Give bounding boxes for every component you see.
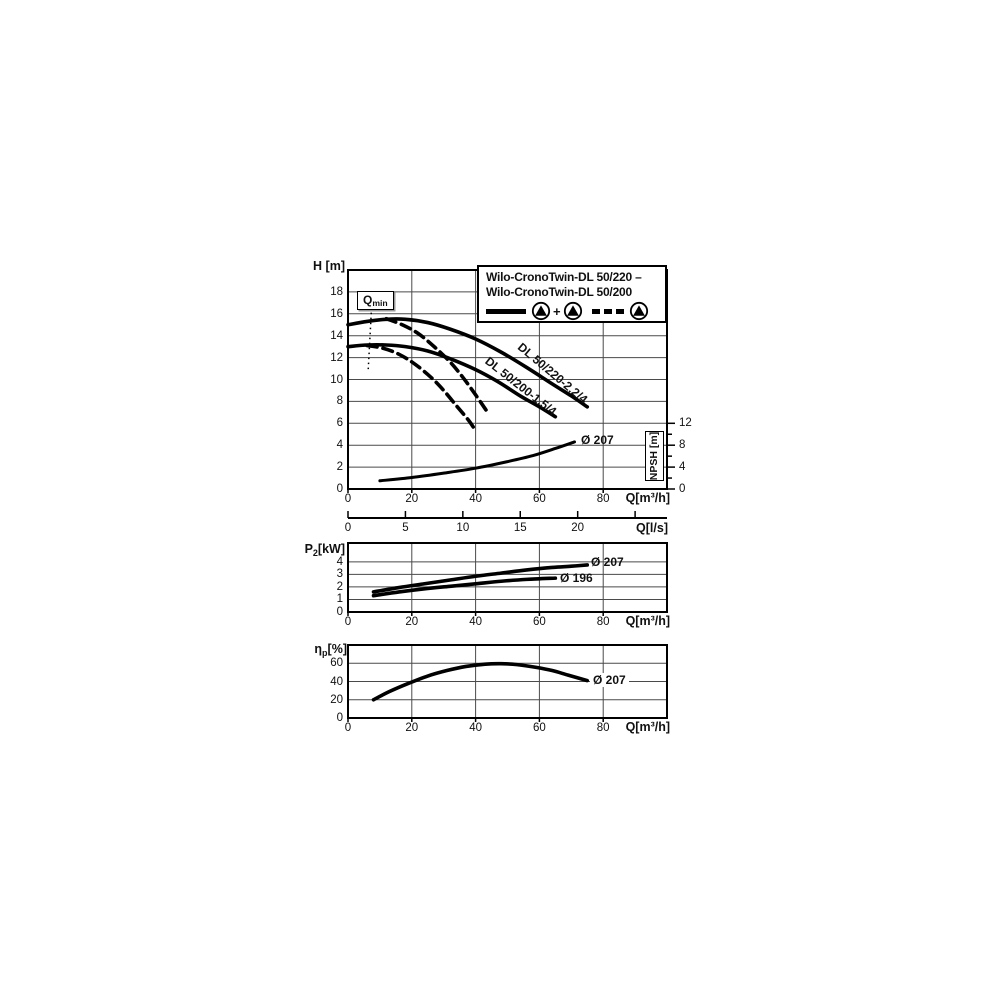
legend-row: + <box>486 301 658 321</box>
curve-DL-50/200-single-pump <box>365 343 478 433</box>
y-tick-label: 12 <box>330 351 343 364</box>
y-tick-label: 0 <box>336 606 343 618</box>
y-tick-label: 0 <box>336 712 343 724</box>
head-y-axis-label: H [m] <box>313 259 345 273</box>
y-tick-label: 40 <box>330 675 343 688</box>
efficiency-x-axis-label: Q[m³/h] <box>625 720 670 734</box>
qmin-marker: Qmin <box>357 291 394 310</box>
pump-icon <box>629 301 649 321</box>
y-tick-label: 20 <box>330 693 343 706</box>
y-tick-label: 1 <box>336 593 343 606</box>
y-tick-label: 2 <box>336 461 343 474</box>
x-tick-label: 60 <box>532 616 546 628</box>
qmin-label-sub: min <box>372 298 388 309</box>
curve-label-eta-207: Ø 207 <box>590 673 629 687</box>
curve-Ø-207 <box>371 661 590 702</box>
y-tick-label: 8 <box>336 395 343 408</box>
curve-Ø-207 <box>371 563 590 594</box>
npsh-tick-label: 8 <box>679 439 686 452</box>
plus-sign: + <box>553 303 561 319</box>
qmin-label: Q <box>363 293 373 307</box>
legend-title-line1: Wilo-CronoTwin-DL 50/220 – <box>486 270 642 284</box>
x-tick-label: 80 <box>596 616 610 628</box>
pump-icon <box>563 301 583 321</box>
y-tick-label: 0 <box>336 483 343 495</box>
solid-line-sample <box>486 309 526 314</box>
npsh-tick-label: 0 <box>679 483 686 495</box>
lps-tick-label: 15 <box>513 522 527 534</box>
x-tick-label: 20 <box>405 722 419 734</box>
plot-frame <box>347 542 668 613</box>
npsh-axis-label-box: NPSH [m] <box>645 431 664 481</box>
x-tick-label: 60 <box>532 493 546 505</box>
y-tick-label: 2 <box>336 580 343 593</box>
power-label-suffix: [kW] <box>317 542 345 556</box>
efficiency-y-axis-label: ηp[%] <box>314 642 347 658</box>
lps-tick-label: 20 <box>571 522 585 534</box>
curve-label-power-207: Ø 207 <box>591 555 624 569</box>
x-tick-label: 40 <box>469 722 482 734</box>
x-tick-label: 20 <box>405 616 419 628</box>
y-tick-label: 10 <box>330 373 343 386</box>
curve-DL-50/220-single-pump <box>384 316 491 416</box>
npsh-tick-label: 12 <box>679 417 692 430</box>
x-tick-label: 40 <box>469 616 482 628</box>
lps-axis-label: Q[l/s] <box>636 521 668 535</box>
plot-frame <box>347 644 668 719</box>
legend-title-line2: Wilo-CronoTwin-DL 50/200 <box>486 284 632 299</box>
dashed-line-sample <box>591 309 624 314</box>
eta-label-suffix: [%] <box>327 642 347 656</box>
y-tick-label: 4 <box>336 555 343 568</box>
curve-label-power-196: Ø 196 <box>560 571 593 585</box>
y-tick-label: 16 <box>330 307 343 320</box>
power-y-axis-label: P2[kW] <box>304 542 345 558</box>
power-label-sub: 2 <box>312 547 318 558</box>
y-tick-label: 60 <box>330 657 343 670</box>
lps-tick-label: 10 <box>456 522 470 534</box>
x-tick-label: 80 <box>596 493 610 505</box>
curve-label-npsh-207: Ø 207 <box>581 433 614 447</box>
x-tick-label: 40 <box>469 493 482 505</box>
lps-tick-label: 0 <box>344 522 352 534</box>
power-label-prefix: P <box>304 542 313 556</box>
power-x-axis-label: Q[m³/h] <box>625 614 670 628</box>
y-tick-label: 3 <box>336 568 343 581</box>
eta-label-sub: p <box>322 647 328 658</box>
x-tick-label: 60 <box>532 722 546 734</box>
x-tick-label: 20 <box>405 493 419 505</box>
curve-Ø-207 <box>378 440 576 483</box>
y-tick-label: 6 <box>336 417 343 430</box>
x-tick-label: 0 <box>344 493 352 505</box>
curve-Ø-196 <box>371 576 558 598</box>
x-tick-label: 80 <box>596 722 610 734</box>
head-x-axis-label: Q[m³/h] <box>625 491 670 505</box>
eta-label-prefix: η <box>314 642 323 656</box>
curve-DL-50/200-1.5/4 <box>346 343 558 419</box>
npsh-tick-label: 4 <box>679 461 686 474</box>
pump-icon <box>531 301 551 321</box>
x-tick-label: 0 <box>344 616 352 628</box>
y-tick-label: 4 <box>336 439 343 452</box>
lps-tick-label: 5 <box>402 522 409 534</box>
y-tick-label: 18 <box>330 285 343 298</box>
x-tick-label: 0 <box>344 722 352 734</box>
y-tick-label: 14 <box>330 329 343 342</box>
legend-box: Wilo-CronoTwin-DL 50/220 – Wilo-CronoTwi… <box>477 265 667 323</box>
npsh-axis-label: NPSH [m] <box>648 431 661 481</box>
